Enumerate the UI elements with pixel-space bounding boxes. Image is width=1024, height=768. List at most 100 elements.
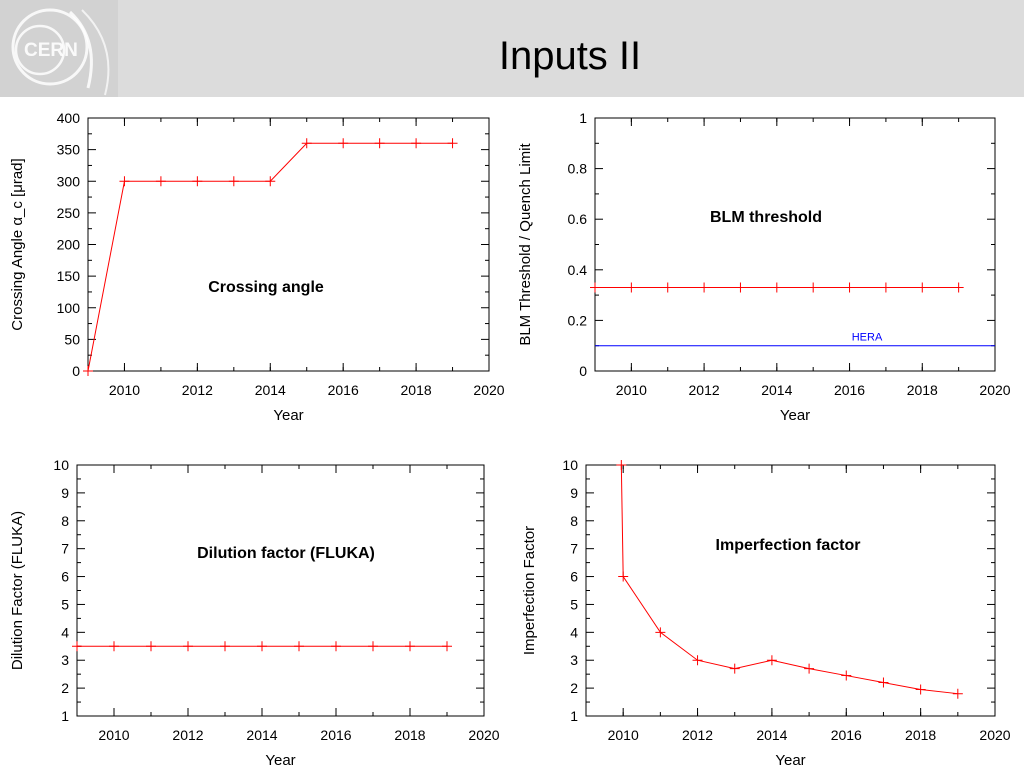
data-point — [301, 138, 312, 149]
y-tick-label: 8 — [570, 513, 578, 529]
y-tick-label: 150 — [57, 268, 81, 284]
data-point — [626, 282, 637, 293]
chart-annotation: Dilution factor (FLUKA) — [197, 545, 375, 562]
data-point — [331, 641, 341, 652]
plot-frame — [585, 464, 996, 717]
data-point — [109, 641, 119, 652]
x-tick-label: 2014 — [246, 727, 277, 743]
data-point — [155, 176, 166, 187]
data-point — [692, 655, 703, 666]
data-point — [808, 282, 819, 293]
data-point — [771, 282, 782, 293]
x-tick-label: 2010 — [98, 727, 129, 743]
x-tick-label: 2020 — [979, 727, 1010, 743]
y-axis-label: BLM Threshold / Quench Limit — [517, 143, 534, 346]
data-point — [72, 641, 82, 652]
y-tick-label: 10 — [53, 457, 69, 473]
data-point — [411, 138, 422, 149]
page-title: Inputs II — [498, 34, 642, 78]
data-point — [146, 641, 156, 652]
data-point — [119, 176, 130, 187]
x-tick-label: 2018 — [905, 727, 936, 743]
data-point — [844, 282, 855, 293]
data-point — [804, 663, 815, 674]
y-tick-label: 400 — [57, 110, 81, 126]
charts-area: 2010 2012 2014 2016 2018 20200501001502002503… — [9, 110, 1011, 768]
y-tick-label: 8 — [61, 513, 69, 529]
chart-panel-2: 2010 2012 2014 2016 2018 2020 0 0.2 0.4 0.6 0.8 1 Ye… — [517, 110, 1011, 424]
data-point — [590, 282, 600, 293]
hera-label: HERA — [852, 332, 883, 344]
x-tick-label: 2016 — [320, 727, 351, 743]
x-tick-label: 2016 — [834, 382, 865, 398]
y-tick-label: 6 — [570, 569, 578, 585]
y-tick-label: 350 — [57, 142, 81, 158]
data-point — [662, 282, 673, 293]
y-tick-label: 300 — [57, 173, 81, 189]
y-tick-label: 3 — [61, 652, 69, 668]
y-tick-label: 7 — [61, 541, 69, 557]
y-tick-label: 0.2 — [568, 312, 588, 328]
data-point — [405, 641, 415, 652]
y-tick-label: 250 — [57, 205, 81, 221]
data-point — [220, 641, 230, 652]
y-tick-label: 0 — [579, 363, 587, 379]
data-point — [265, 176, 276, 187]
data-point — [83, 366, 93, 376]
x-tick-label: 2020 — [468, 727, 499, 743]
y-tick-label: 9 — [61, 485, 69, 501]
y-tick-label: 0.8 — [568, 161, 588, 177]
x-tick-label: 2016 — [831, 727, 862, 743]
y-tick-label: 10 — [562, 457, 578, 473]
data-point — [368, 641, 378, 652]
data-point — [338, 138, 349, 149]
data-point — [915, 684, 926, 695]
y-tick-label: 6 — [61, 569, 69, 585]
chart-panel-3: 2010 2012 2014 2016 2018 2020 1 2 3 4 5 6 7 8 9 10 Year D… — [9, 457, 500, 768]
y-tick-label: 9 — [570, 485, 578, 501]
data-point — [735, 282, 746, 293]
y-tick-label: 0.6 — [568, 211, 588, 227]
data-point — [192, 176, 203, 187]
x-tick-label: 2020 — [473, 382, 504, 398]
data-point — [953, 282, 964, 293]
x-tick-label: 2014 — [255, 382, 286, 398]
data-point — [766, 655, 777, 666]
slide-header: CERN Inputs II — [0, 0, 1024, 97]
x-tick-label: 2014 — [761, 382, 792, 398]
y-tick-label: 1 — [570, 708, 578, 724]
y-tick-label: 2 — [570, 680, 578, 696]
data-point — [618, 571, 629, 582]
x-tick-label: 2016 — [328, 382, 359, 398]
x-tick-label: 2012 — [182, 382, 213, 398]
data-point — [917, 282, 928, 293]
y-tick-label: 5 — [61, 596, 69, 612]
y-axis-label: Crossing Angle α_c [μrad] — [9, 158, 26, 330]
x-axis-label: Year — [273, 407, 303, 424]
x-axis-label: Year — [780, 407, 810, 424]
y-tick-label: 1 — [579, 110, 587, 126]
data-point — [841, 670, 852, 681]
x-tick-label: 2014 — [756, 727, 787, 743]
chart-annotation: Imperfection factor — [716, 537, 861, 554]
y-tick-label: 7 — [570, 541, 578, 557]
x-tick-label: 2010 — [608, 727, 639, 743]
x-tick-label: 2010 — [616, 382, 647, 398]
data-point — [183, 641, 193, 652]
x-axis-label: Year — [775, 752, 805, 768]
chart-panel-4: 2010 2012 2014 2016 2018 2020 1 2 3 4 5 6 7 8 9 10 Year I… — [521, 457, 1011, 768]
plot-frame — [76, 464, 485, 717]
y-tick-label: 0 — [72, 363, 80, 379]
svg-text:CERN: CERN — [24, 40, 78, 61]
chart-panel-1: 2010 2012 2014 2016 2018 2020 0 50 100 150 200 250 3… — [9, 110, 505, 424]
data-point — [228, 176, 239, 187]
data-point — [878, 677, 889, 688]
data-point — [257, 641, 267, 652]
y-tick-label: 2 — [61, 680, 69, 696]
data-point — [374, 138, 385, 149]
x-tick-label: 2012 — [172, 727, 203, 743]
x-tick-label: 2012 — [689, 382, 720, 398]
y-tick-label: 1 — [61, 708, 69, 724]
x-tick-label: 2018 — [401, 382, 432, 398]
data-point — [655, 627, 666, 638]
